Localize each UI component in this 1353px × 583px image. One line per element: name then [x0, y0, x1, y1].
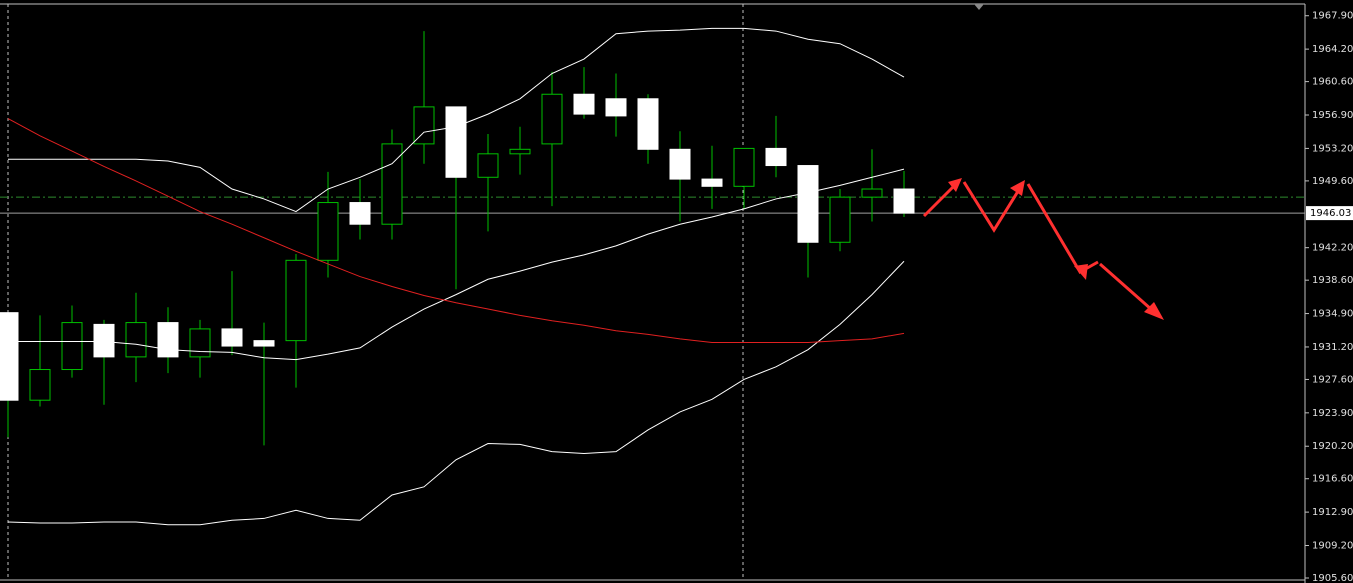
candle-body	[445, 106, 467, 178]
candle-body	[829, 196, 851, 243]
y-tick-label: 1927.60	[1312, 374, 1353, 385]
y-tick-label: 1956.90	[1312, 110, 1353, 121]
indicator-line	[7, 118, 905, 343]
candle-body	[157, 322, 179, 358]
candle-body	[765, 147, 787, 167]
y-tick-label: 1916.60	[1312, 474, 1353, 485]
candle-body	[701, 178, 723, 187]
candle-body	[381, 143, 403, 225]
candle-body	[637, 98, 659, 150]
candle-body	[893, 188, 915, 214]
indicator-line	[8, 168, 905, 361]
candle-body	[477, 153, 499, 178]
y-tick-label: 1923.90	[1312, 408, 1353, 419]
candle-body	[605, 98, 627, 117]
candle-body	[861, 188, 883, 198]
candle-body	[93, 323, 115, 358]
y-tick-label: 1905.60	[1312, 573, 1353, 583]
y-tick-label: 1934.90	[1312, 309, 1353, 320]
candle-body	[189, 328, 211, 358]
candle-body	[669, 148, 691, 180]
candle-body	[317, 202, 339, 261]
forecast-arrows	[922, 178, 1164, 320]
candle-body	[509, 148, 531, 155]
y-tick-label: 1967.90	[1312, 11, 1353, 22]
indicator-line	[7, 260, 905, 526]
candle-body	[221, 328, 243, 347]
candle-body	[573, 93, 595, 115]
candle-body	[125, 322, 147, 358]
candle-body	[541, 93, 563, 145]
candle-body	[733, 147, 755, 187]
y-tick-label: 1912.90	[1312, 507, 1353, 518]
y-tick-label: 1909.20	[1312, 541, 1353, 552]
candle-body	[29, 369, 51, 401]
candle-body	[61, 322, 83, 371]
candle-body	[253, 340, 275, 347]
price-label-box	[1306, 206, 1353, 221]
y-tick-label: 1960.60	[1312, 77, 1353, 88]
candle-body	[349, 202, 371, 225]
plot-area	[0, 27, 1305, 526]
shift-marker	[974, 4, 984, 10]
y-tick-label: 1964.20	[1312, 44, 1353, 55]
candle-body	[797, 165, 819, 243]
y-tick-label: 1953.20	[1312, 143, 1353, 154]
candle-body	[413, 106, 435, 145]
candle-body	[285, 259, 307, 342]
price-label: 1946.03	[1310, 208, 1351, 219]
y-tick-label: 1920.20	[1312, 441, 1353, 452]
indicator-line	[8, 27, 905, 213]
y-tick-label: 1931.20	[1312, 342, 1353, 353]
y-tick-label: 1949.60	[1312, 176, 1353, 187]
candle-body	[0, 312, 19, 401]
y-tick-label: 1938.60	[1312, 275, 1353, 286]
y-tick-label: 1942.20	[1312, 243, 1353, 254]
